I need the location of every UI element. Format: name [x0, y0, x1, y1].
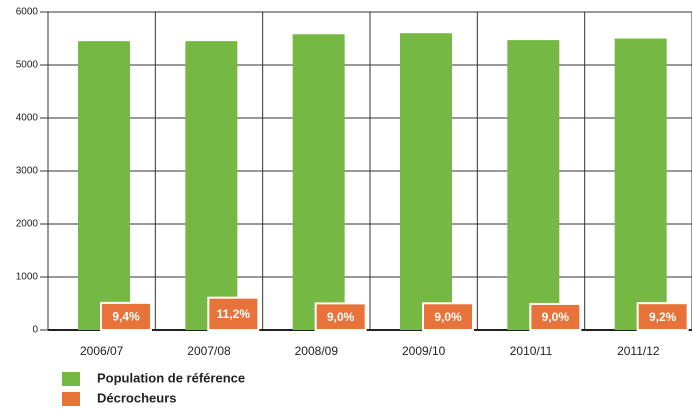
y-tick-label: 2000 — [16, 219, 39, 230]
y-tick-label: 0 — [32, 325, 38, 336]
bar — [314, 302, 367, 332]
x-tick-label: 2011/12 — [617, 344, 660, 358]
bar — [185, 41, 238, 331]
bar — [422, 302, 474, 331]
legend-label: Population de référence — [97, 370, 245, 385]
bar — [100, 301, 152, 332]
y-tick-label: 4000 — [16, 113, 39, 124]
y-tick-label: 5000 — [16, 60, 39, 71]
bar — [529, 302, 582, 332]
y-tick-label: 3000 — [16, 166, 39, 177]
y-tick-label: 6000 — [16, 7, 39, 18]
bar — [400, 33, 452, 330]
bar — [78, 41, 130, 331]
data-label: 9,0% — [542, 310, 570, 324]
legend-label: Décrocheurs — [97, 390, 176, 405]
x-tick-label: 2010/11 — [510, 344, 553, 358]
y-tick-label: 1000 — [16, 272, 39, 283]
bar — [207, 296, 260, 332]
x-tick-label: 2006/07 — [80, 344, 124, 358]
data-label: 9,0% — [327, 310, 355, 324]
bar — [292, 34, 345, 330]
x-tick-label: 2009/10 — [402, 344, 446, 358]
x-tick-label: 2008/09 — [295, 344, 339, 358]
bar — [636, 302, 689, 332]
data-label: 9,4% — [112, 310, 140, 324]
legend-swatch — [62, 392, 80, 406]
data-label: 9,0% — [434, 310, 462, 324]
legend-swatch — [62, 372, 80, 386]
data-label: 11,2% — [217, 307, 251, 321]
bar — [507, 40, 560, 331]
x-tick-label: 2007/08 — [187, 344, 231, 358]
data-label: 9,2% — [649, 310, 677, 324]
bar — [614, 38, 667, 330]
